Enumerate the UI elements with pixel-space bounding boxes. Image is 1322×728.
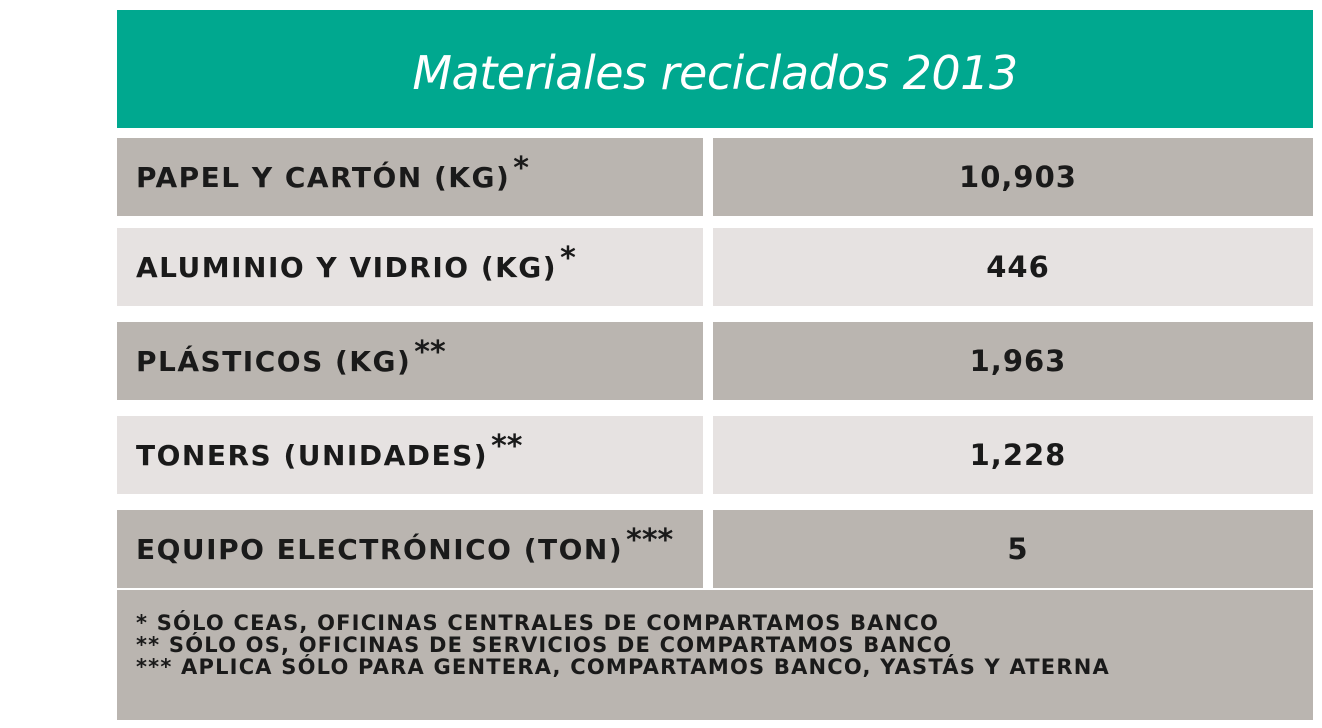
row-label-cell: Aluminio y vidrio (kg) * [117,228,703,306]
row-value-cell: 10,903 [713,138,1313,216]
footnote-line: * sólo CEAs, Oficinas Centrales de Compa… [136,611,940,635]
row-label: Toners (unidades) [136,438,489,472]
footnote-marker: ** [414,334,446,370]
row-value-cell: 1,228 [713,416,1313,494]
footnote-line: ** sólo OS, Oficinas de Servicios de Com… [136,633,953,657]
footnote-line: *** Aplica sólo para Gentera, Compartamo… [136,655,1110,679]
footnote-marker: *** [626,522,674,558]
table-title: Materiales reciclados 2013 [412,46,1018,100]
row-label-cell: Papel y cartón (kg) * [117,138,703,216]
footnote-marker: ** [491,428,523,464]
row-value: 446 [986,250,1050,284]
row-label-cell: Equipo electrónico (ton) *** [117,510,703,588]
table-title-bar: Materiales reciclados 2013 [117,10,1313,128]
row-label: Equipo electrónico (ton) [136,532,624,566]
row-value-cell: 5 [713,510,1313,588]
row-label: Papel y cartón (kg) [136,160,511,194]
row-value: 10,903 [959,160,1077,194]
table-row: Papel y cartón (kg) * 10,903 [117,138,1313,216]
row-value: 5 [1007,532,1029,566]
row-value-cell: 1,963 [713,322,1313,400]
footnote-marker: * [560,240,576,276]
row-label: Aluminio y vidrio (kg) [136,250,558,284]
table-row: Aluminio y vidrio (kg) * 446 [117,228,1313,306]
row-label-cell: Toners (unidades) ** [117,416,703,494]
table-row: Toners (unidades) ** 1,228 [117,416,1313,494]
table-row: Plásticos (kg) ** 1,963 [117,322,1313,400]
row-label-cell: Plásticos (kg) ** [117,322,703,400]
row-value: 1,228 [969,438,1067,472]
row-value-cell: 446 [713,228,1313,306]
table-row: Equipo electrónico (ton) *** 5 [117,510,1313,588]
footnote-marker: * [513,150,529,186]
footnotes: * sólo CEAs, Oficinas Centrales de Compa… [117,590,1313,720]
row-value: 1,963 [969,344,1067,378]
row-label: Plásticos (kg) [136,344,412,378]
